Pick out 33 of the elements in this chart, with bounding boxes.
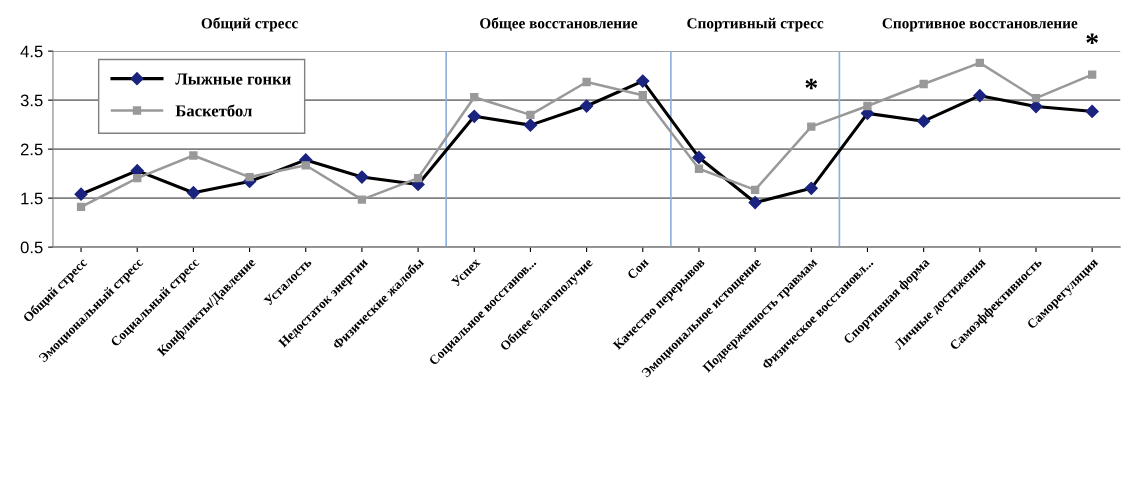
y-tick-label: 0.5 (20, 241, 43, 254)
point (76, 202, 86, 212)
point (750, 185, 760, 194)
point (245, 172, 254, 182)
point (582, 77, 591, 87)
point (1031, 94, 1041, 103)
point (1087, 70, 1097, 79)
y-tick-label: 4.5 (20, 45, 43, 58)
y-tick-label: 3.5 (20, 94, 43, 107)
point (133, 173, 142, 183)
point (357, 195, 367, 204)
point (301, 161, 310, 170)
text: Спортивный стресс (687, 17, 824, 32)
text: Общее восстановление (480, 17, 638, 31)
legend-label: Баскетбол (175, 104, 252, 117)
point (975, 58, 984, 68)
text: Общий стресс (201, 17, 298, 32)
point (807, 122, 816, 131)
point (863, 101, 872, 111)
y-tick-label: 2.5 (20, 143, 43, 156)
legend-label: Лыжные гонки (175, 73, 291, 85)
point (189, 151, 198, 160)
y-tick-label: 1.5 (21, 192, 43, 205)
point (413, 173, 423, 183)
x-tick-label: Сон (626, 257, 650, 280)
annotation: * (805, 78, 818, 90)
point (638, 91, 647, 100)
point (470, 93, 479, 102)
text: * (1086, 33, 1098, 45)
point (694, 164, 704, 173)
point (526, 110, 535, 120)
text: Спортивное восстановление (882, 18, 1078, 32)
point (919, 79, 928, 89)
